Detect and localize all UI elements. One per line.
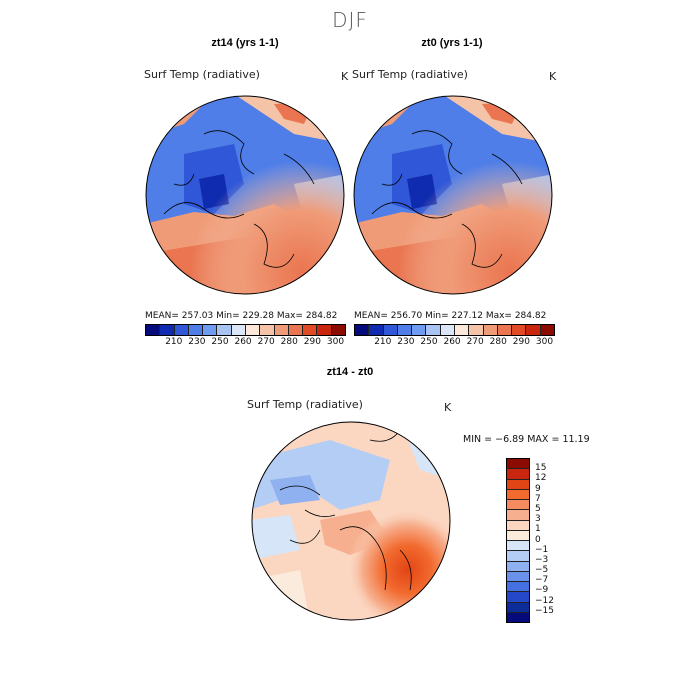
- colorbar-swatch: [507, 551, 529, 562]
- panel-2-unit: K: [549, 70, 557, 83]
- colorbar-tick-label: 250: [211, 337, 229, 347]
- colorbar-swatch: [507, 571, 529, 582]
- colorbar-tick-label: 280: [280, 337, 298, 347]
- colorbar-swatch: [507, 582, 529, 593]
- panel-2-variable: Surf Temp (radiative): [352, 68, 468, 81]
- colorbar-swatch: [369, 325, 384, 335]
- colorbar-tick-label: 290: [512, 337, 530, 347]
- colorbar-swatch: [507, 500, 529, 511]
- colorbar-swatch: [174, 325, 189, 335]
- colorbar-swatch: [412, 325, 427, 335]
- colorbar-swatch: [507, 469, 529, 480]
- colorbar-swatch: [540, 325, 554, 335]
- colorbar-swatch: [383, 325, 398, 335]
- colorbar-tick-label: −7: [535, 575, 549, 586]
- colorbar-tick-label: 290: [303, 337, 321, 347]
- panel-2-stats: MEAN= 256.70 Min= 227.12 Max= 284.82: [354, 311, 547, 321]
- panel-3-colorbar: [506, 458, 530, 623]
- colorbar-tick-label: 250: [420, 337, 438, 347]
- colorbar-swatch: [469, 325, 484, 335]
- colorbar-swatch: [231, 325, 246, 335]
- colorbar-swatch: [245, 325, 261, 335]
- panel-1-unit: K: [341, 70, 349, 83]
- colorbar-tick-label: 210: [165, 337, 183, 347]
- panel-1-title: zt14 (yrs 1-1): [211, 37, 279, 49]
- panel-3-colorbar-ticks: 15 12 9 7 5 3 1 0 −1 −3 −5 −7 −9 −12 −15: [535, 458, 575, 621]
- panel-1-colorbar-ticks: 210 230 250 260 270 280 290 300: [145, 337, 344, 349]
- panel-1-colorbar: [145, 324, 346, 336]
- colorbar-tick-label: 210: [374, 337, 392, 347]
- colorbar-tick-label: 230: [188, 337, 206, 347]
- colorbar-swatch: [507, 520, 529, 531]
- colorbar-tick-label: 12: [535, 473, 547, 484]
- panel-3-variable: Surf Temp (radiative): [247, 398, 363, 411]
- colorbar-swatch: [507, 612, 529, 622]
- colorbar-swatch: [188, 325, 204, 335]
- colorbar-swatch: [260, 325, 275, 335]
- colorbar-swatch: [203, 325, 218, 335]
- colorbar-swatch: [507, 530, 529, 541]
- panel-2-colorbar: [354, 324, 555, 336]
- colorbar-swatch: [317, 325, 332, 335]
- colorbar-tick-label: 15: [535, 463, 547, 474]
- colorbar-swatch: [440, 325, 455, 335]
- colorbar-tick-label: 7: [535, 493, 541, 504]
- colorbar-swatch: [507, 561, 529, 572]
- colorbar-swatch: [160, 325, 175, 335]
- panel-1-stats: MEAN= 257.03 Min= 229.28 Max= 284.82: [145, 311, 338, 321]
- colorbar-tick-label: −12: [535, 595, 554, 606]
- panel-3-stats: MIN = −6.89 MAX = 11.19: [463, 434, 590, 445]
- colorbar-swatch: [426, 325, 441, 335]
- colorbar-swatch: [288, 325, 304, 335]
- colorbar-swatch: [507, 479, 529, 490]
- panel-2-title: zt0 (yrs 1-1): [421, 37, 483, 49]
- colorbar-swatch: [512, 325, 527, 335]
- colorbar-swatch: [397, 325, 413, 335]
- colorbar-tick-label: 3: [535, 514, 541, 525]
- colorbar-swatch: [217, 325, 232, 335]
- colorbar-swatch: [507, 541, 529, 552]
- colorbar-swatch: [507, 459, 529, 470]
- colorbar-swatch: [507, 592, 529, 603]
- colorbar-tick-label: 5: [535, 503, 541, 514]
- colorbar-swatch: [274, 325, 289, 335]
- colorbar-tick-label: 1: [535, 524, 541, 535]
- colorbar-tick-label: 280: [489, 337, 507, 347]
- panel-2-map: [352, 94, 554, 296]
- colorbar-swatch: [497, 325, 513, 335]
- colorbar-tick-label: −1: [535, 544, 549, 555]
- colorbar-swatch: [355, 325, 370, 335]
- colorbar-tick-label: 260: [443, 337, 461, 347]
- colorbar-tick-label: −9: [535, 585, 549, 596]
- panel-1-map: [144, 94, 346, 296]
- figure-title: DJF: [332, 8, 368, 32]
- colorbar-tick-label: −5: [535, 565, 549, 576]
- panel-3-title: zt14 - zt0: [326, 366, 374, 378]
- colorbar-swatch: [526, 325, 541, 335]
- colorbar-swatch: [454, 325, 470, 335]
- panel-3-unit: K: [444, 401, 452, 414]
- colorbar-tick-label: −15: [535, 605, 554, 616]
- colorbar-swatch: [331, 325, 345, 335]
- colorbar-tick-label: 260: [234, 337, 252, 347]
- colorbar-tick-label: 0: [535, 534, 541, 545]
- colorbar-tick-label: −3: [535, 554, 549, 565]
- colorbar-tick-label: 270: [257, 337, 275, 347]
- colorbar-tick-label: 300: [326, 337, 345, 347]
- colorbar-tick-label: 270: [466, 337, 484, 347]
- panel-3-map: [250, 420, 452, 622]
- colorbar-tick-label: 300: [535, 337, 554, 347]
- colorbar-swatch: [303, 325, 318, 335]
- colorbar-swatch: [507, 510, 529, 521]
- colorbar-swatch: [507, 489, 529, 500]
- colorbar-tick-label: 230: [397, 337, 415, 347]
- colorbar-swatch: [483, 325, 498, 335]
- colorbar-swatch: [146, 325, 161, 335]
- colorbar-swatch: [507, 602, 529, 613]
- panel-1-variable: Surf Temp (radiative): [144, 68, 260, 81]
- panel-2-colorbar-ticks: 210 230 250 260 270 280 290 300: [354, 337, 553, 349]
- colorbar-tick-label: 9: [535, 483, 541, 494]
